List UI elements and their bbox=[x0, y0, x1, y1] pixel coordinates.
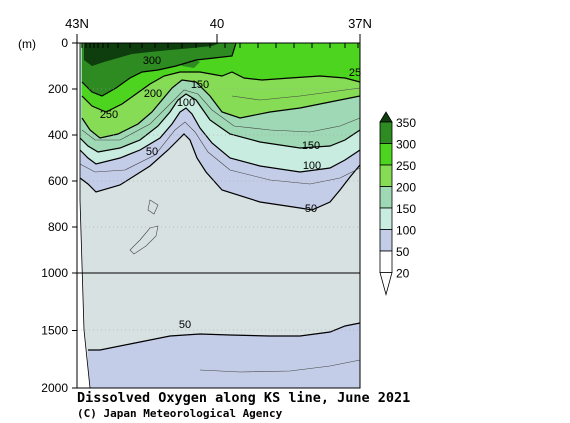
contour-50-deep bbox=[88, 322, 361, 351]
contour-50-upper bbox=[79, 133, 361, 211]
contour-lines-thin bbox=[79, 87, 361, 373]
colorbar-level-label: 300 bbox=[396, 138, 416, 152]
y-tick-label: 1500 bbox=[41, 324, 68, 338]
y-tick-label: 600 bbox=[48, 174, 68, 188]
fill-patch-2 bbox=[210, 62, 228, 72]
colorbar-cap-bottom bbox=[379, 272, 393, 297]
y-tick-label: 200 bbox=[48, 82, 68, 96]
contour-label: 150 bbox=[191, 79, 209, 91]
plot-frame bbox=[76, 42, 361, 389]
contour-label: 50 bbox=[146, 146, 158, 158]
y-tick-label: 400 bbox=[48, 128, 68, 142]
colorbar-swatch bbox=[379, 143, 393, 166]
colorbar-level-label: 50 bbox=[396, 245, 410, 259]
contour-150 bbox=[79, 93, 361, 153]
contour-labels: 300 25 200 150 100 250 50 150 100 50 50 bbox=[100, 55, 361, 331]
y-axis: (m) 0 200 400 600 800 1000 1500 2000 bbox=[18, 36, 77, 395]
contour-100 bbox=[79, 107, 361, 173]
contour-label: 25 bbox=[349, 67, 361, 79]
colorbar-level-label: 350 bbox=[396, 116, 416, 130]
colorbar-swatch bbox=[379, 229, 393, 252]
x-tick-label: 40 bbox=[210, 16, 224, 31]
contour-label: 50 bbox=[179, 319, 191, 331]
y-tick-label: 0 bbox=[61, 36, 68, 50]
contour-label: 100 bbox=[303, 160, 321, 172]
colorbar-swatch bbox=[379, 207, 393, 230]
chart-title: Dissolved Oxygen along KS line, June 202… bbox=[77, 390, 411, 406]
colorbar-swatch bbox=[379, 121, 393, 144]
contour-thin-3 bbox=[231, 87, 361, 101]
y-tick-label: 1000 bbox=[41, 266, 68, 280]
x-tick-label: 37N bbox=[348, 16, 372, 31]
contour-thin-4 bbox=[147, 199, 159, 215]
y-tick-label: 2000 bbox=[41, 381, 68, 395]
colorbar-swatch bbox=[379, 164, 393, 187]
contour-label: 100 bbox=[177, 97, 195, 109]
colorbar-level-label: 200 bbox=[396, 181, 416, 195]
y-tick-label: 800 bbox=[48, 220, 68, 234]
contour-thin-2 bbox=[79, 121, 361, 185]
colorbar-swatch bbox=[379, 250, 393, 273]
chart-credit: (C) Japan Meteorological Agency bbox=[77, 407, 283, 420]
contour-label: 300 bbox=[143, 55, 161, 67]
contour-lines bbox=[79, 42, 361, 351]
contour-250 bbox=[81, 71, 361, 113]
contour-label: 150 bbox=[302, 140, 320, 152]
x-axis: 43N 40 37N bbox=[65, 16, 372, 43]
colorbar-legend: 350 300 250 200 150 100 50 20 bbox=[379, 111, 416, 297]
contour-thin-6 bbox=[199, 359, 361, 373]
colorbar-cap-top bbox=[379, 111, 393, 123]
contour-thin-5 bbox=[129, 225, 159, 255]
colorbar-level-label: 150 bbox=[396, 202, 416, 216]
fill-350 bbox=[84, 43, 220, 66]
plot-area bbox=[76, 42, 361, 389]
contour-label: 200 bbox=[144, 88, 162, 100]
contour-label: 50 bbox=[305, 203, 317, 215]
colorbar-level-label: 20 bbox=[396, 267, 410, 281]
colorbar-level-label: 100 bbox=[396, 224, 416, 238]
contour-label: 250 bbox=[100, 109, 118, 121]
contour-thin-1 bbox=[81, 89, 361, 141]
colorbar-level-label: 250 bbox=[396, 159, 416, 173]
x-tick-label: 43N bbox=[65, 16, 89, 31]
land-mask bbox=[77, 43, 90, 388]
contour-300 bbox=[81, 42, 237, 97]
land-edge bbox=[79, 43, 91, 389]
station-ticks bbox=[81, 43, 359, 48]
y-unit-label: (m) bbox=[18, 37, 36, 51]
contour-200 bbox=[81, 79, 361, 139]
colorbar-swatch bbox=[379, 186, 393, 209]
